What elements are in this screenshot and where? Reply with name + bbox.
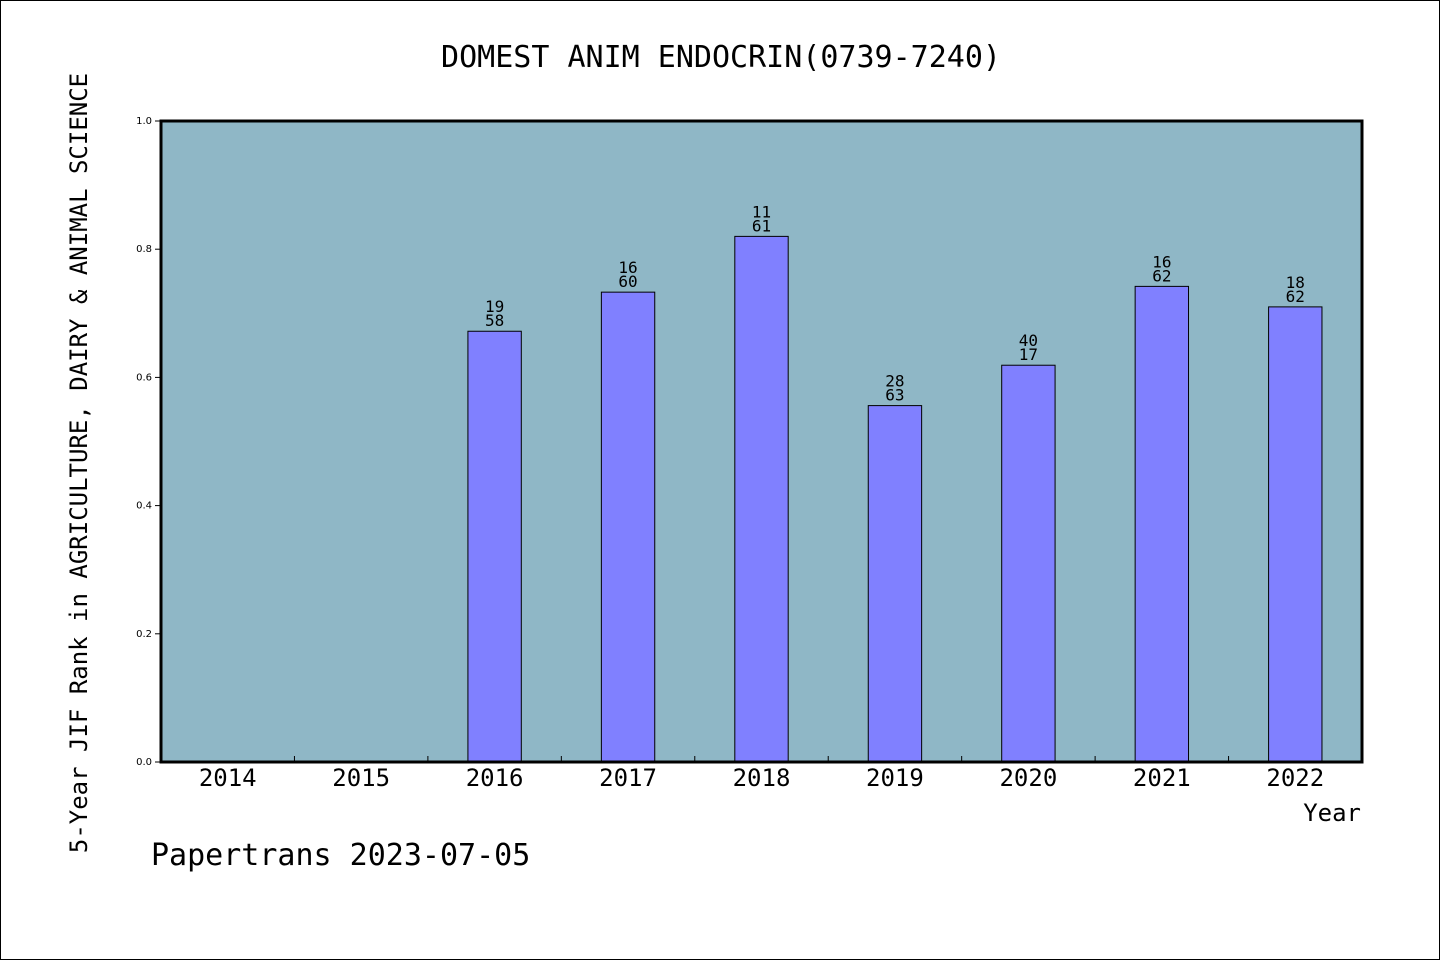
y-tick-label: 0.2 [136,629,152,640]
x-tick-label: 2016 [466,764,524,792]
y-tick-label: 0.4 [136,501,152,512]
footer-credit: Papertrans 2023-07-05 [151,838,530,873]
bar-label-bottom: 62 [1152,266,1171,285]
bar-2018 [734,235,789,763]
bar-label-bottom: 61 [752,216,771,235]
y-axis-label: 5-Year JIF Rank in AGRICULTURE, DAIRY & … [65,73,93,853]
bar-2020 [1001,364,1056,763]
bar-label-top: 11 [752,202,771,221]
bar-label-bottom: 62 [1286,287,1305,306]
x-tick-label: 2020 [999,764,1057,792]
bar-label-top: 40 [1019,331,1038,350]
bar-label-bottom: 63 [885,386,904,405]
y-tick-label: 0.6 [136,372,152,383]
bar-label-bottom: 58 [485,311,504,330]
bar-label-top: 16 [618,258,637,277]
x-tick-label: 2019 [866,764,924,792]
x-tick-label: 2021 [1133,764,1191,792]
bar-2019 [867,405,923,763]
bar-label-top: 28 [885,372,904,391]
bar-2017 [600,291,656,763]
bar-series [467,235,1323,763]
chart-title: DOMEST ANIM ENDOCRIN(0739-7240) [441,40,1001,75]
plot-border [159,119,1364,764]
bar-label-top: 19 [485,297,504,316]
x-tick-label: 2015 [332,764,390,792]
y-tick-label: 0.8 [136,244,152,255]
y-tick-label: 1.0 [136,116,152,127]
x-tick-label: 2017 [599,764,657,792]
bar-2016 [467,330,522,763]
x-axis-ticks: 2014 2015 2016 2017 2018 2019 2020 2021 2022 [199,756,1324,792]
bar-label-bottom: 17 [1019,345,1038,364]
y-axis-ticks: 0.0 0.2 0.4 0.6 0.8 1.0 [136,116,161,768]
bar-2021 [1134,285,1190,763]
bar-label-top: 16 [1152,252,1171,271]
y-tick-label: 0.0 [136,757,152,768]
bar-2022 [1268,306,1323,763]
x-tick-label: 2022 [1266,764,1324,792]
bar-label-bottom: 60 [618,272,637,291]
x-tick-label: 2014 [199,764,257,792]
bar-label-top: 18 [1286,273,1305,292]
x-axis-label: Year [1303,799,1361,827]
x-tick-label: 2018 [733,764,791,792]
